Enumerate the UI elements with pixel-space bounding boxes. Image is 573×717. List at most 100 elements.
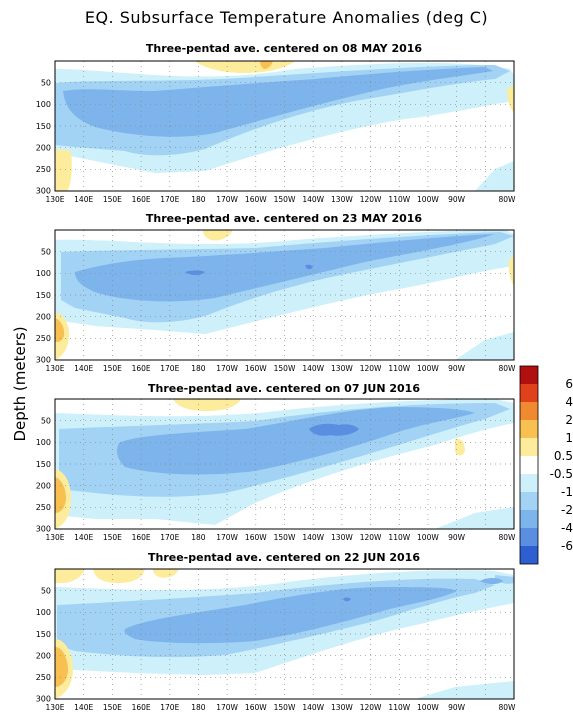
panel-1-xtick: 100W [417, 195, 439, 204]
panel-1-frame [54, 60, 515, 192]
colorbar-swatch [520, 420, 538, 438]
panel-2-fill-pos05-top [203, 230, 233, 241]
panel-2-fill-neg4-a [185, 270, 205, 275]
panel-4-xtick: 150E [103, 703, 122, 712]
panel-3-title: Three-pentad ave. centered on 07 JUN 201… [148, 382, 420, 395]
panel-4-xtick: 150W [274, 703, 296, 712]
colorbar-swatch [520, 492, 538, 510]
colorbar-swatch [520, 474, 538, 492]
panel-3-xtick: 150W [274, 533, 296, 542]
panel-3-frame [54, 398, 515, 530]
panel-1-grid [55, 61, 514, 191]
panel-1-xtick: 120W [360, 195, 382, 204]
panel-3-xtick: 170E [160, 533, 179, 542]
panel-3-fill-neg2 [117, 407, 475, 475]
panel-4-fill-pos05-top-b [93, 569, 145, 583]
panel-3-xtick: 140W [302, 533, 324, 542]
panel-2-xtick: 110W [388, 364, 410, 373]
panel-3-xtick: 80W [499, 533, 517, 542]
panel-4-ytick: 200 [36, 652, 51, 661]
panel-2-xtick: 150W [274, 364, 296, 373]
panel-2-title: Three-pentad ave. centered on 23 MAY 201… [146, 212, 422, 225]
panel-4-ytick: 250 [36, 673, 51, 682]
panel-1-xtick: 150E [103, 195, 122, 204]
panel-4-ytick: 300 [36, 695, 51, 704]
colorbar-swatch [520, 402, 538, 420]
panel-4-xtick: 170E [160, 703, 179, 712]
panel-4-ytick: 100 [36, 608, 51, 617]
panel-2-grid [55, 230, 514, 360]
panel-4-xtick: 130E [45, 703, 64, 712]
panel-1-ytick: 250 [36, 165, 51, 174]
panel-3-xtick: 170W [216, 533, 238, 542]
panel-2-xtick: 90W [448, 364, 466, 373]
panel-1-xtick: 150W [274, 195, 296, 204]
panel-4-title: Three-pentad ave. centered on 22 JUN 201… [148, 551, 420, 564]
panel-4: Three-pentad ave. centered on 22 JUN 201… [36, 551, 516, 712]
panel-4-fill-neg2-right [480, 578, 503, 584]
colorbar-label: 6 [565, 377, 573, 391]
colorbar-swatch [520, 456, 538, 474]
colorbar: 6 4 2 1 0.5 -0.5 -1 -2 -4 -6 [519, 365, 573, 565]
panel-3: Three-pentad ave. centered on 07 JUN 201… [36, 382, 516, 542]
colorbar-swatch [520, 546, 538, 564]
panel-4-xtick: 100W [417, 703, 439, 712]
colorbar-label: -1 [561, 485, 573, 499]
colorbar-swatch [520, 510, 538, 528]
panel-3-fill-neg4 [309, 423, 359, 436]
panel-2-xtick: 140E [74, 364, 93, 373]
panel-4-xtick: 140W [302, 703, 324, 712]
panel-2: Three-pentad ave. centered on 23 MAY 201… [36, 212, 516, 373]
colorbar-label: 4 [565, 395, 573, 409]
colorbar-label: 1 [565, 431, 573, 445]
panel-2-fill-neg2 [75, 234, 495, 302]
panel-3-xtick: 150E [103, 533, 122, 542]
panel-1-xtick: 170E [160, 195, 179, 204]
panel-4-fill-pos1-left [55, 647, 68, 687]
panel-3-ytick: 50 [41, 417, 51, 426]
panel-2-xtick: 150E [103, 364, 122, 373]
colorbar-swatch [520, 366, 538, 384]
panel-4-xtick: 80W [499, 703, 517, 712]
panel-2-xtick: 160E [132, 364, 151, 373]
panel-3-xtick: 130E [45, 533, 64, 542]
panel-1: Three-pentad ave. centered on 08 MAY 201… [36, 42, 516, 204]
panel-4-xtick: 140E [74, 703, 93, 712]
panel-1-fill-neg05-b [475, 161, 514, 191]
panel-4-xtick: 160W [245, 703, 267, 712]
panel-1-xtick: 130E [45, 195, 64, 204]
panel-2-xtick: 140W [302, 364, 324, 373]
panel-4-ytick: 150 [36, 630, 51, 639]
panel-2-xtick: 100W [417, 364, 439, 373]
panel-4-xtick: 130W [331, 703, 353, 712]
panel-1-xtick: 160W [245, 195, 267, 204]
panel-1-ytick: 50 [41, 79, 51, 88]
panel-4-xtick: 160E [132, 703, 151, 712]
panel-4-xtick: 180 [191, 703, 206, 712]
panel-1-fill-pos05-right [507, 85, 514, 113]
panel-3-xtick: 140E [74, 533, 93, 542]
panel-3-xtick: 160E [132, 533, 151, 542]
panel-2-ytick: 200 [36, 313, 51, 322]
panel-4-fill-pos05-top-c [153, 569, 179, 578]
panel-3-xtick: 120W [360, 533, 382, 542]
colorbar-label: -4 [561, 521, 573, 535]
panel-1-xtick: 140E [74, 195, 93, 204]
panel-1-xtick: 130W [331, 195, 353, 204]
panel-1-xtick: 160E [132, 195, 151, 204]
panel-3-xtick: 100W [417, 533, 439, 542]
panel-1-ytick: 100 [36, 100, 51, 109]
panel-2-xtick: 160W [245, 364, 267, 373]
panel-1-xtick: 170W [216, 195, 238, 204]
panel-4-fill-pos05-top-a [55, 569, 85, 583]
panel-3-xtick: 110W [388, 533, 410, 542]
panel-2-fill-neg4-b [305, 264, 313, 270]
panel-2-fill-pos05-right [508, 256, 514, 286]
panel-1-xtick: 140W [302, 195, 324, 204]
panel-1-ytick: 300 [36, 187, 51, 196]
panel-2-ytick: 300 [36, 356, 51, 365]
panel-1-ytick: 200 [36, 144, 51, 153]
panel-3-xtick: 90W [448, 533, 466, 542]
panel-4-ytick: 50 [41, 587, 51, 596]
